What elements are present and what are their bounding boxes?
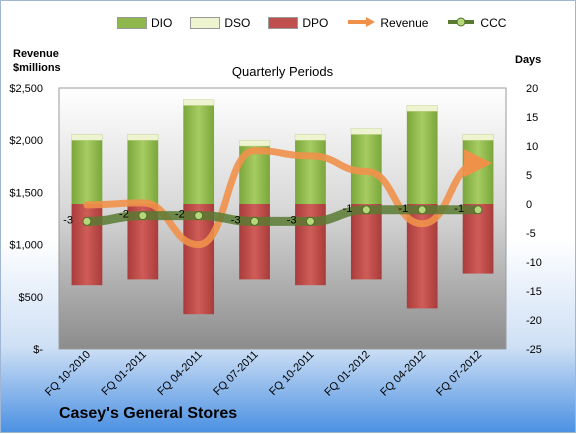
category-label: FQ 01-2011 xyxy=(100,349,149,398)
ccc-point xyxy=(361,205,371,215)
legend: DIO DSO DPO Revenue CCC xyxy=(117,13,506,33)
bar-dso xyxy=(238,139,271,147)
right-axis-title: Days xyxy=(515,54,542,66)
left-axis-title: Revenue $millions xyxy=(13,48,61,74)
legend-label: Revenue xyxy=(380,16,429,30)
right-tick-label: -5 xyxy=(526,228,536,240)
legend-label: CCC xyxy=(480,16,507,30)
bar-dso xyxy=(127,134,159,141)
chart-title: Casey's General Stores xyxy=(59,405,238,422)
left-tick-label: $- xyxy=(33,344,43,356)
category-label: FQ 01-2012 xyxy=(322,349,372,399)
right-tick-label: 15 xyxy=(526,112,538,124)
ccc-data-label: -3 xyxy=(63,214,73,226)
bar-dio xyxy=(71,140,103,204)
left-tick-label: $2,000 xyxy=(9,135,43,147)
ccc-data-label: -2 xyxy=(119,209,129,221)
ccc-data-label: -3 xyxy=(287,214,297,226)
legend-item: CCC xyxy=(446,16,506,31)
right-tick-label: 5 xyxy=(526,170,532,182)
left-tick-label: $2,500 xyxy=(9,83,43,95)
bar-dso xyxy=(406,105,438,112)
bar-dio xyxy=(127,140,159,204)
bar-dpo xyxy=(462,204,494,274)
ccc-data-label: -1 xyxy=(454,203,464,215)
ccc-point xyxy=(82,216,92,226)
ccc-point xyxy=(194,211,204,221)
legend-item: Revenue xyxy=(346,16,428,31)
bar-dso xyxy=(294,134,327,141)
ccc-data-label: -1 xyxy=(398,203,408,215)
ccc-point xyxy=(138,211,148,221)
legend-swatch xyxy=(117,17,147,29)
category-label: FQ 07-2011 xyxy=(211,349,260,398)
chart-subtitle: Quarterly Periods xyxy=(232,64,334,79)
legend-label: DPO xyxy=(302,16,329,30)
ccc-point xyxy=(473,205,483,215)
bar-dpo xyxy=(350,204,382,280)
category-label: FQ 04-2011 xyxy=(155,349,204,398)
legend-label: DIO xyxy=(151,16,173,30)
left-tick-label: $1,500 xyxy=(9,187,43,199)
bar-dso xyxy=(462,134,494,141)
right-tick-label: -15 xyxy=(526,286,542,298)
category-label: FQ 07-2012 xyxy=(434,349,484,399)
legend-label: DSO xyxy=(224,16,251,30)
bar-dio xyxy=(462,140,494,204)
category-label: FQ 10-2010 xyxy=(43,349,93,399)
ccc-data-label: -1 xyxy=(343,203,353,215)
ccc-data-label: -2 xyxy=(175,209,185,221)
bar-dpo xyxy=(239,204,270,280)
ccc-point xyxy=(417,205,427,215)
right-tick-label: 0 xyxy=(526,199,532,211)
bar-dio xyxy=(295,140,326,204)
ccc-line xyxy=(82,205,483,226)
bar-dpo xyxy=(183,204,215,315)
right-tick-label: -20 xyxy=(526,315,542,327)
bar-dio xyxy=(183,105,215,204)
bar-dio xyxy=(406,111,438,204)
bar-dso xyxy=(183,99,215,106)
bar-dso xyxy=(71,134,103,141)
right-tick-label: -25 xyxy=(526,344,542,356)
right-tick-label: 20 xyxy=(526,83,538,95)
right-tick-label: 10 xyxy=(526,141,538,153)
legend-item: DSO xyxy=(190,16,250,30)
left-tick-label: $500 xyxy=(19,292,43,304)
legend-swatch xyxy=(268,17,299,29)
ccc-point xyxy=(305,216,315,226)
bar-dpo xyxy=(71,204,103,286)
legend-swatch xyxy=(346,16,376,31)
ccc-data-label: -3 xyxy=(231,214,241,226)
category-label: FQ 04-2012 xyxy=(378,349,428,399)
legend-swatch xyxy=(190,17,221,29)
legend-item: DPO xyxy=(268,16,328,30)
right-tick-label: -10 xyxy=(526,257,542,269)
category-label: FQ 10-2011 xyxy=(267,349,316,398)
legend-item: DIO xyxy=(117,16,172,30)
bar-dso xyxy=(350,128,382,135)
legend-swatch xyxy=(446,16,476,31)
ccc-point xyxy=(250,216,260,226)
left-tick-label: $1,000 xyxy=(9,240,43,252)
